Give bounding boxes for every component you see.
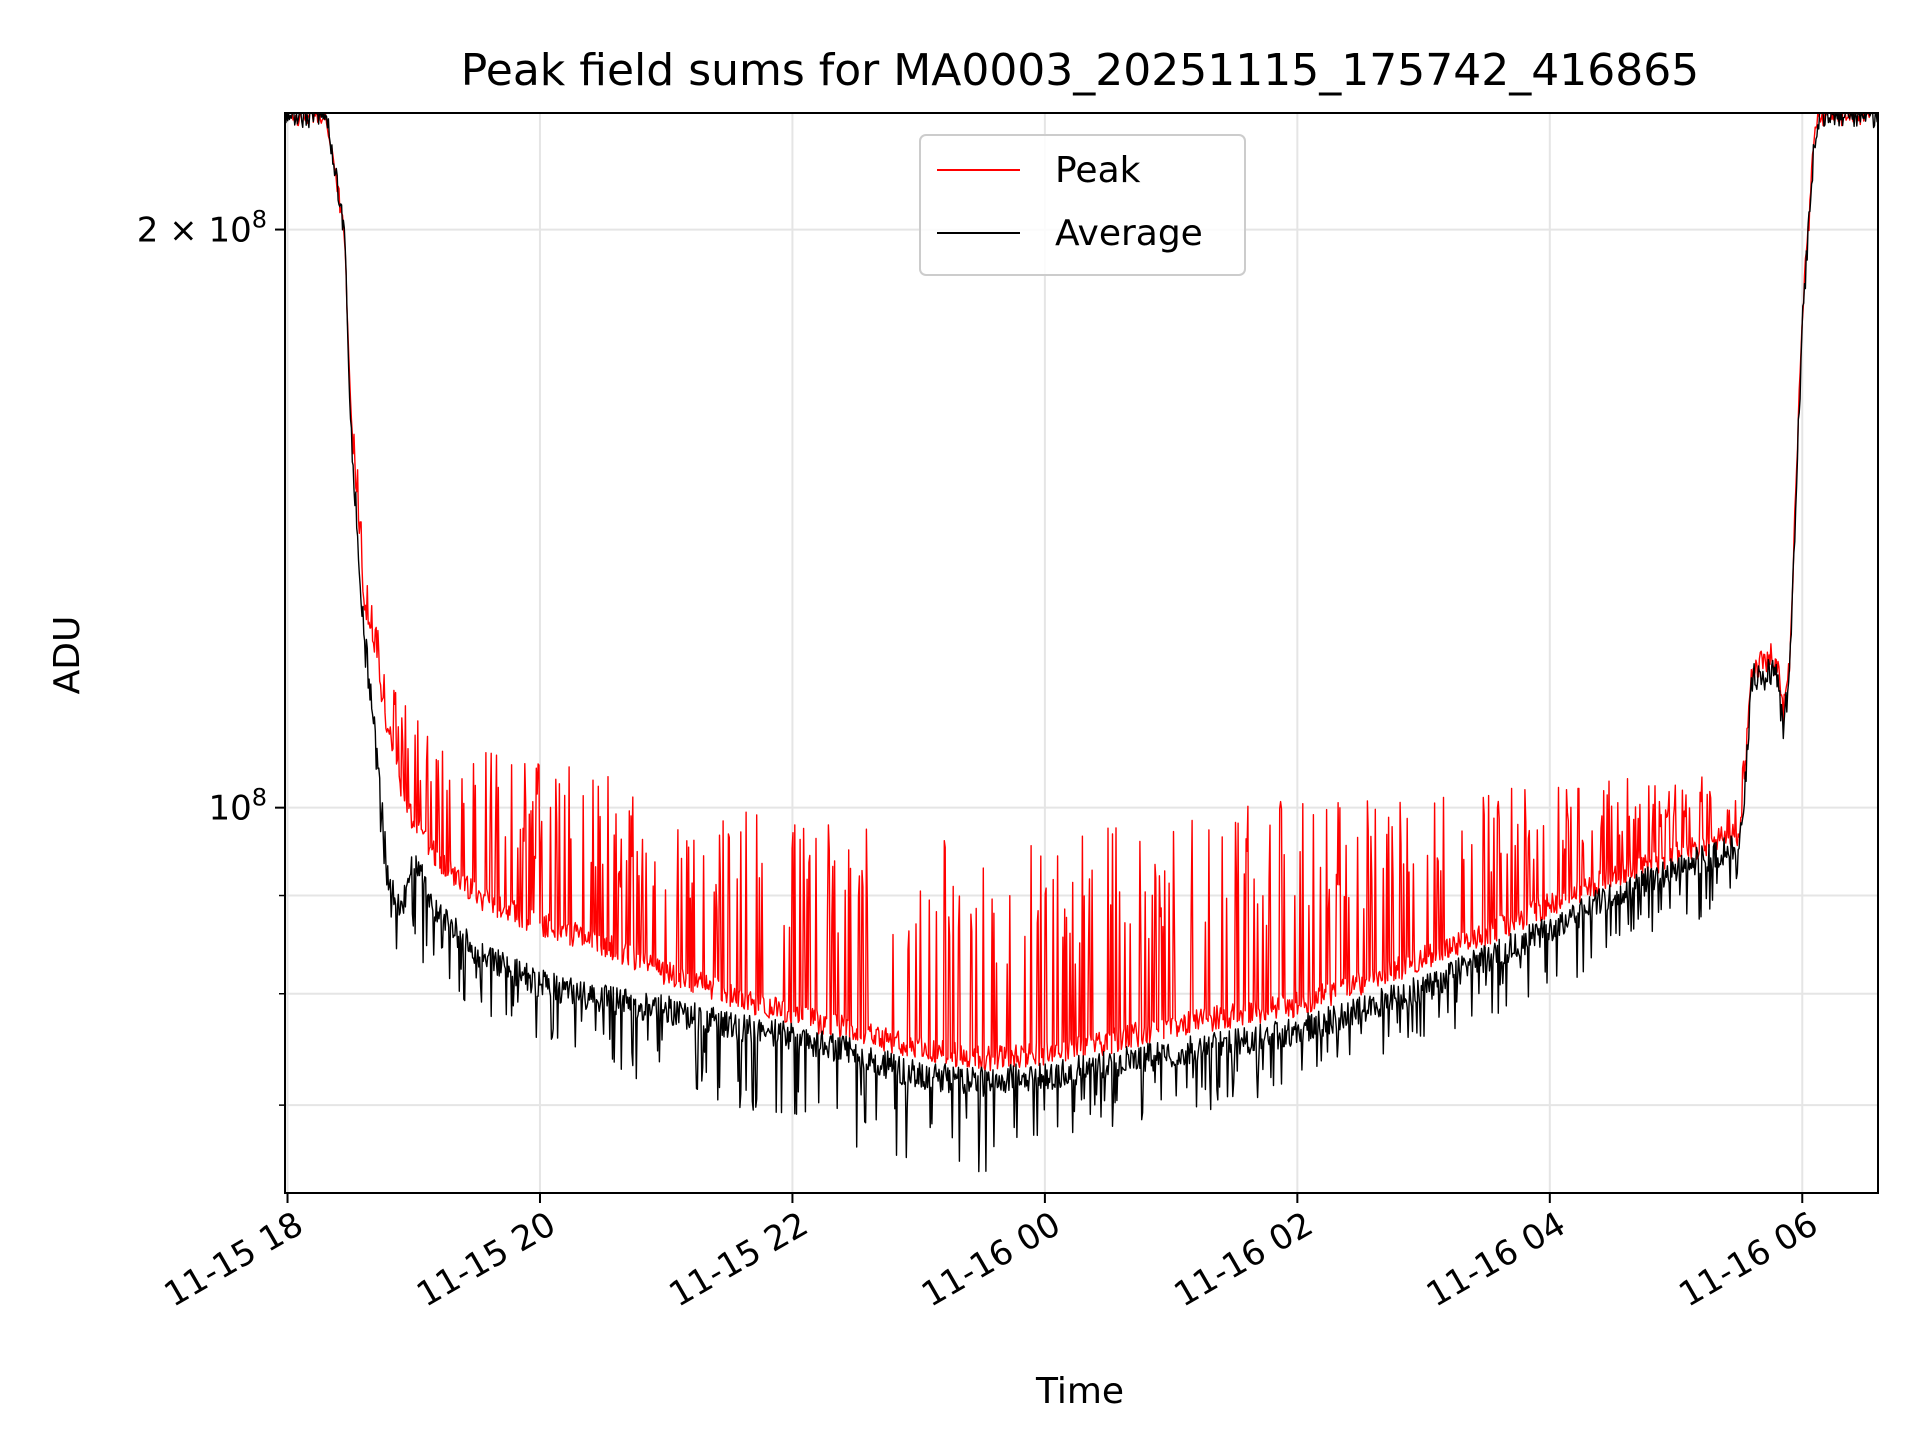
x-axis-label: Time <box>1035 1371 1124 1412</box>
legend-label: Peak <box>1055 150 1141 191</box>
y-tick-base: 10 <box>208 211 251 251</box>
legend: Peak Average <box>919 134 1246 276</box>
series-layer <box>285 113 1878 1173</box>
axes-frame <box>284 112 1879 1194</box>
chart-title: Peak field sums for MA0003_20251115_1757… <box>461 45 1699 96</box>
y-tick-label: 2 × 108 <box>137 206 267 251</box>
y-tick-coef: 2 × <box>137 211 209 251</box>
y-axis-label: ADU <box>47 616 88 695</box>
y-tick-exp: 8 <box>252 206 267 234</box>
legend-label: Average <box>1055 213 1203 254</box>
y-tick-exp: 8 <box>252 784 267 812</box>
y-tick-label: 108 <box>208 784 267 829</box>
series-line-average <box>285 113 1878 1173</box>
y-tick-base: 10 <box>208 789 251 829</box>
series-line-peak <box>285 113 1878 1072</box>
